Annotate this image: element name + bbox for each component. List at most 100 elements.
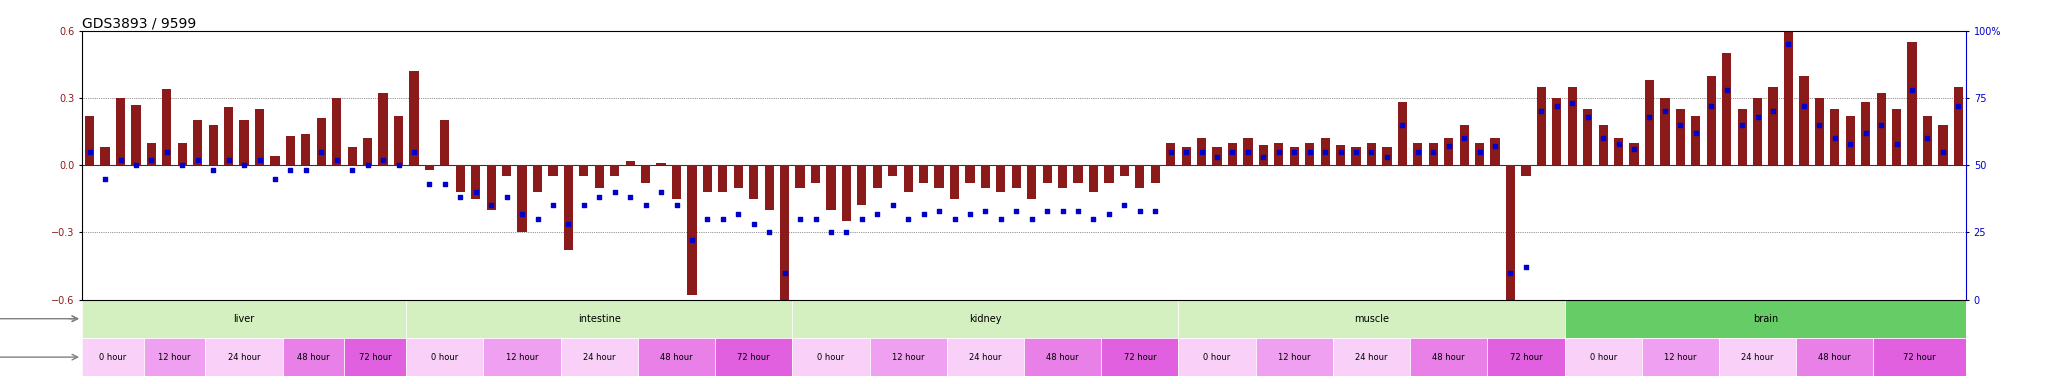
Bar — [1305, 143, 1315, 165]
Bar — [1411, 338, 1487, 376]
Point — [1927, 149, 1960, 155]
Bar — [920, 165, 928, 183]
Text: 72 hour: 72 hour — [1903, 353, 1935, 362]
Bar — [594, 165, 604, 187]
Point — [1061, 208, 1094, 214]
Bar — [1335, 145, 1346, 165]
Point — [659, 202, 692, 209]
Text: 24 hour: 24 hour — [584, 353, 616, 362]
Bar — [903, 165, 913, 192]
Text: 72 hour: 72 hour — [1124, 353, 1157, 362]
Bar — [131, 104, 141, 165]
Bar — [147, 143, 156, 165]
Bar — [641, 165, 651, 183]
Bar — [362, 138, 373, 165]
Point — [1540, 103, 1573, 109]
Point — [553, 221, 586, 227]
Point — [938, 216, 971, 222]
Text: liver: liver — [233, 314, 254, 324]
Point — [737, 221, 770, 227]
Bar — [518, 165, 526, 232]
Bar — [1800, 76, 1808, 165]
Point — [197, 167, 229, 174]
Bar — [1937, 125, 1948, 165]
Bar — [764, 165, 774, 210]
Point — [1278, 149, 1311, 155]
Text: 48 hour: 48 hour — [1432, 353, 1464, 362]
Bar — [1706, 76, 1716, 165]
Bar — [1722, 53, 1731, 165]
Text: 24 hour: 24 hour — [1356, 353, 1389, 362]
Bar — [1487, 338, 1565, 376]
Bar — [1042, 165, 1053, 183]
Bar — [240, 120, 248, 165]
Point — [150, 149, 182, 155]
Bar — [502, 165, 512, 176]
Point — [1139, 208, 1171, 214]
Point — [135, 157, 168, 163]
Point — [1571, 114, 1604, 120]
Point — [1710, 87, 1743, 93]
Bar — [870, 338, 946, 376]
Point — [707, 216, 739, 222]
Point — [1356, 149, 1389, 155]
Point — [1526, 108, 1559, 114]
Bar — [209, 125, 217, 165]
Bar — [1321, 138, 1329, 165]
Text: 48 hour: 48 hour — [297, 353, 330, 362]
Bar — [795, 165, 805, 187]
Bar — [1876, 93, 1886, 165]
Point — [1788, 103, 1821, 109]
Point — [444, 194, 477, 200]
Bar — [1815, 98, 1825, 165]
Point — [489, 194, 522, 200]
Bar — [1059, 165, 1067, 187]
Point — [985, 216, 1018, 222]
Point — [182, 157, 215, 163]
Bar — [270, 156, 281, 165]
Bar — [1565, 300, 1966, 338]
Text: 12 hour: 12 hour — [1278, 353, 1311, 362]
Bar — [82, 300, 406, 338]
Bar — [1196, 138, 1206, 165]
Text: 72 hour: 72 hour — [737, 353, 770, 362]
Text: 0 hour: 0 hour — [432, 353, 459, 362]
Bar — [563, 165, 573, 250]
Point — [1802, 122, 1835, 128]
Point — [244, 157, 276, 163]
Bar — [580, 165, 588, 176]
Point — [1247, 154, 1280, 160]
Text: 12 hour: 12 hour — [158, 353, 190, 362]
Bar — [1274, 143, 1284, 165]
Point — [1186, 149, 1219, 155]
Bar — [780, 165, 788, 300]
Text: 72 hour: 72 hour — [358, 353, 391, 362]
Bar — [406, 300, 793, 338]
Point — [815, 229, 848, 235]
Text: 48 hour: 48 hour — [1819, 353, 1851, 362]
Bar — [1505, 165, 1516, 300]
Bar — [1923, 116, 1931, 165]
Bar — [100, 147, 111, 165]
Bar — [332, 98, 342, 165]
Point — [1911, 135, 1944, 141]
Point — [1509, 264, 1542, 270]
Bar — [1090, 165, 1098, 192]
Text: 0 hour: 0 hour — [98, 353, 127, 362]
Point — [166, 162, 199, 168]
Bar — [532, 165, 543, 192]
Bar — [1892, 109, 1901, 165]
Point — [690, 216, 723, 222]
Bar — [1212, 147, 1223, 165]
Bar — [301, 134, 311, 165]
Point — [1401, 149, 1434, 155]
Bar — [965, 165, 975, 183]
Text: 48 hour: 48 hour — [659, 353, 692, 362]
Bar — [143, 338, 205, 376]
Point — [1092, 210, 1124, 217]
Text: 12 hour: 12 hour — [1665, 353, 1696, 362]
Bar — [483, 338, 561, 376]
Bar — [193, 120, 203, 165]
Point — [567, 202, 600, 209]
Point — [1217, 149, 1249, 155]
